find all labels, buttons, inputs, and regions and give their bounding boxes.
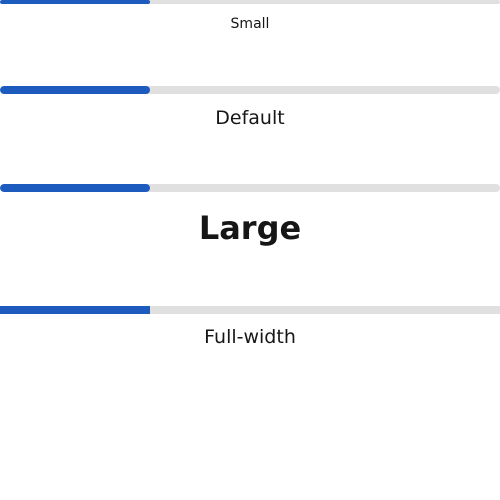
progress-fill [0,306,150,314]
progress-track [0,306,500,314]
progress-bar-small: Small [0,0,500,40]
progress-fill [0,0,150,4]
progress-bar-full-width: Full-width [0,306,500,356]
progress-track [0,86,500,94]
progress-label: Small [230,16,270,32]
progress-bar-default: Default [0,86,500,136]
progress-label: Large [198,209,302,247]
progress-fill [0,86,150,94]
progress-fill [0,184,150,192]
progress-track [0,0,500,4]
progress-label: Full-width [204,326,296,348]
progress-bar-large: Large [0,184,500,254]
progress-track [0,184,500,192]
progress-label: Default [215,107,285,129]
